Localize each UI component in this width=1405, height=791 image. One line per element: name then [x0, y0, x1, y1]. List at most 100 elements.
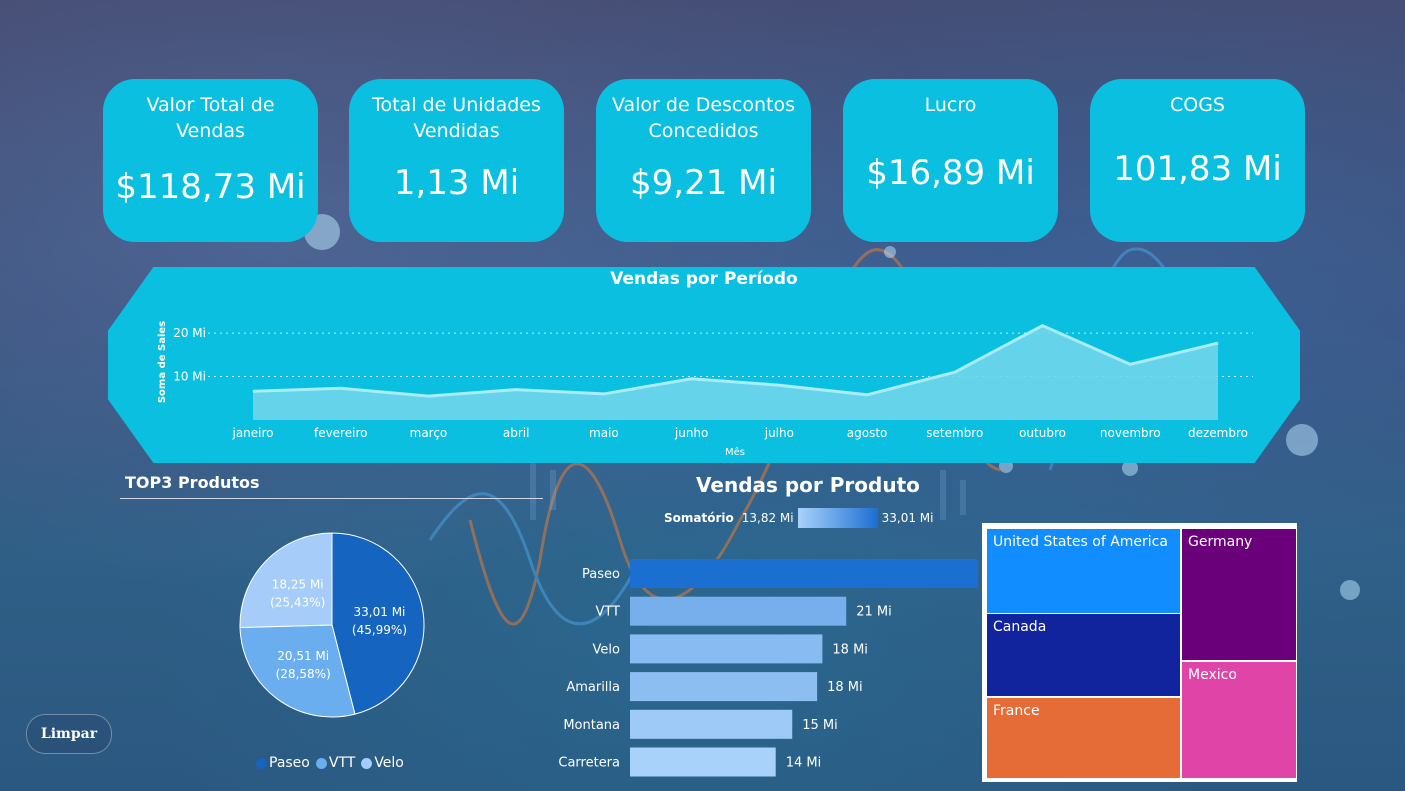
treemap-tile-germany[interactable]: Germany [1182, 529, 1296, 660]
data-point [340, 387, 342, 389]
data-point [1129, 363, 1131, 365]
kpi-value: 101,83 Mi [1113, 149, 1282, 189]
pie-chart: 33,01 Mi (45,99%) 20,51 Mi (28,58%) 18,25 Mi… [239, 532, 425, 718]
country-treemap: United States of America Canada France G… [982, 523, 1297, 782]
kpi-title: Valor Total de Vendas [146, 94, 275, 142]
x-tick-label: abril [503, 426, 530, 440]
color-scale-legend: Somatório 13,82 Mi 33,01 Mi [664, 508, 933, 528]
legend-label: Paseo [269, 755, 310, 771]
legend-item-vtt[interactable]: VTT [315, 755, 356, 771]
bar-category-label: Carretera [558, 756, 620, 771]
pie-data-label: 33,01 Mi [354, 605, 406, 619]
bar-data-label: 18 Mi [832, 642, 868, 657]
top3-title: TOP3 Produtos [125, 473, 260, 492]
data-point [1217, 342, 1219, 344]
limpar-button[interactable]: Limpar [26, 714, 112, 754]
color-scale-max: 33,01 Mi [881, 511, 934, 525]
top3-divider [120, 498, 543, 499]
product-chart-title: Vendas por Produto [696, 473, 920, 497]
x-tick-label: novembro [1100, 426, 1161, 440]
period-chart-title: Vendas por Período [610, 269, 798, 289]
legend-item-velo[interactable]: Velo [361, 755, 404, 771]
kpi-card-unidades-vendidas: Total de Unidades Vendidas 1,13 Mi [349, 79, 564, 242]
pie-data-label: 20,51 Mi [277, 649, 329, 663]
x-tick-label: outubro [1019, 426, 1066, 440]
legend-dot [361, 757, 373, 769]
bar-montana [630, 709, 793, 739]
pie-data-label: (28,58%) [276, 667, 331, 681]
legend-item-paseo[interactable]: Paseo [256, 755, 310, 771]
x-tick-label: setembro [926, 426, 983, 440]
pie-slice-vtt [239, 624, 356, 718]
bar-category-label: Paseo [582, 567, 620, 582]
x-tick-label: janeiro [231, 426, 273, 440]
treemap-tile-canada[interactable]: Canada [987, 614, 1180, 696]
treemap-tile-mexico[interactable]: Mexico [1182, 662, 1296, 778]
series-line [252, 324, 1219, 398]
kpi-card-cogs: COGS 101,83 Mi [1090, 79, 1305, 242]
bar-category-label: Velo [593, 642, 620, 657]
bar-data-label: 21 Mi [856, 605, 892, 620]
kpi-value: $118,73 Mi [115, 167, 306, 207]
pie-slice-paseo [331, 532, 425, 715]
x-tick-label: fevereiro [314, 426, 368, 440]
kpi-title: Valor de Descontos Concedidos [611, 94, 795, 142]
bar-category-label: Montana [563, 718, 620, 733]
bar-data-label: 14 Mi [786, 756, 822, 771]
bar-velo [630, 634, 823, 664]
data-point [778, 384, 780, 386]
kpi-value: $16,89 Mi [866, 153, 1035, 193]
data-point [691, 378, 693, 380]
bar-data-label: 18 Mi [827, 680, 863, 695]
data-point [603, 393, 605, 395]
data-point [427, 395, 429, 397]
data-point [515, 389, 517, 391]
kpi-title: COGS [1169, 94, 1225, 116]
treemap-tile-france[interactable]: France [987, 698, 1180, 778]
kpi-card-descontos: Valor de Descontos Concedidos $9,21 Mi [596, 79, 811, 242]
x-tick-label: março [410, 426, 448, 440]
data-point [252, 390, 254, 392]
area-fill [253, 325, 1218, 420]
legend-dot [256, 757, 267, 769]
area-chart: 10 Mi 20 Mi janeiro fevereiro março abril maio… [157, 321, 1253, 458]
pie-slice-velo [239, 532, 333, 628]
data-point [954, 371, 956, 373]
color-scale-label: Somatório [664, 511, 734, 525]
pie-data-label: (25,43%) [270, 596, 325, 610]
y-tick-label: 20 Mi [173, 326, 206, 340]
kpi-value: $9,21 Mi [630, 163, 777, 203]
pie-legend: Paseo VTT Velo [256, 755, 404, 771]
y-tick-label: 10 Mi [173, 370, 206, 384]
legend-dot [315, 757, 327, 769]
bar-paseo [630, 559, 978, 588]
color-scale-min: 13,82 Mi [741, 511, 794, 525]
x-tick-label: junho [674, 426, 709, 440]
kpi-title: Lucro [924, 94, 977, 116]
kpi-value: 1,13 Mi [393, 163, 520, 203]
color-scale-gradient [797, 508, 878, 528]
treemap-tile-usa[interactable]: United States of America [987, 529, 1180, 613]
x-tick-label: dezembro [1188, 426, 1248, 440]
bar-data-label: 15 Mi [802, 718, 838, 733]
bar-chart: Paseo VTT 21 Mi Velo 18 Mi Amarilla 18 Mi Monta… [558, 559, 978, 777]
x-tick-label: maio [589, 426, 619, 440]
data-point [866, 394, 868, 396]
legend-label: Velo [374, 755, 404, 771]
data-point [1042, 325, 1044, 327]
y-axis-label: Soma de Sales [157, 321, 168, 403]
x-axis-label: Mês [725, 446, 745, 458]
bar-vtt [630, 596, 847, 626]
bar-category-label: VTT [595, 605, 620, 620]
bar-carretera [630, 747, 776, 777]
bar-amarilla [630, 672, 818, 702]
pie-data-label: (45,99%) [352, 623, 407, 637]
kpi-card-lucro: Lucro $16,89 Mi [843, 79, 1058, 242]
x-tick-label: agosto [847, 426, 888, 440]
kpi-card-total-vendas: Valor Total de Vendas $118,73 Mi [103, 79, 318, 242]
sales-by-period-panel: Vendas por Período 10 Mi 20 Mi janeiro feve… [108, 267, 1300, 463]
legend-label: VTT [328, 755, 356, 771]
kpi-title: Total de Unidades Vendidas [372, 94, 541, 142]
bar-category-label: Amarilla [566, 680, 620, 695]
pie-data-label: 18,25 Mi [272, 578, 324, 592]
